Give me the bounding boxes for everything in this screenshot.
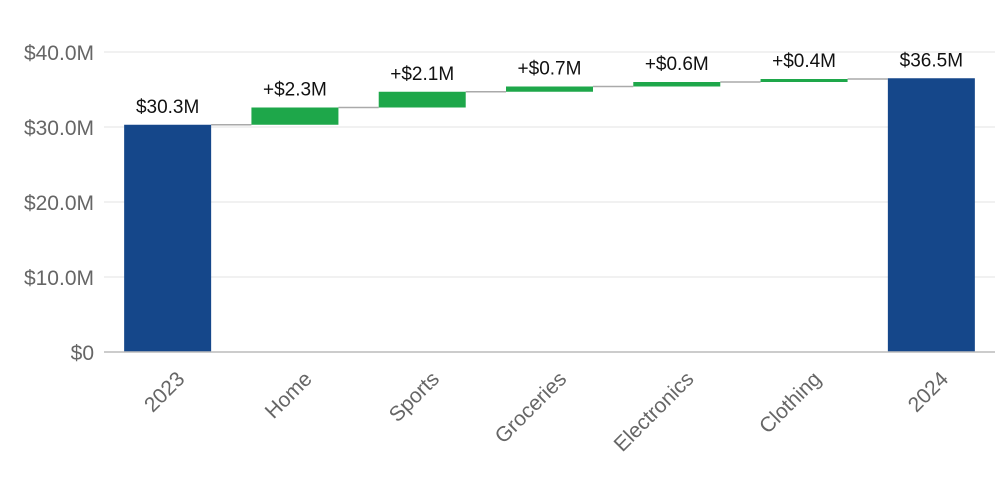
y-tick-label: $30.0M [24, 117, 94, 140]
y-tick-label: $20.0M [24, 192, 94, 215]
y-axis-ticks: $0 $10.0M $20.0M $30.0M $40.0M [24, 42, 94, 365]
data-labels: $30.3M +$2.3M +$2.1M +$0.7M +$0.6M +$0.4M $36.… [136, 50, 963, 118]
bar-groceries [506, 86, 593, 92]
data-label-2023: $30.3M [136, 97, 199, 118]
x-tick-label-groceries: Groceries [491, 367, 572, 448]
grid-lines [104, 51, 995, 278]
x-tick-label-clothing: Clothing [755, 367, 826, 438]
y-tick-label: $10.0M [24, 267, 94, 290]
bar-2024 [887, 78, 975, 352]
data-label-groceries: +$0.7M [518, 59, 582, 80]
bar-2023 [124, 124, 212, 352]
x-tick-label-electronics: Electronics [610, 367, 699, 456]
bar-home [251, 107, 339, 125]
x-tick-label-2023: 2023 [140, 367, 189, 416]
bar-electronics [633, 82, 721, 87]
data-label-clothing: +$0.4M [772, 51, 836, 72]
y-tick-label: $0 [71, 342, 94, 365]
x-tick-label-home: Home [261, 367, 317, 423]
data-label-sports: +$2.1M [390, 64, 454, 85]
connector-lines [211, 78, 888, 126]
bars [124, 78, 975, 352]
x-axis-categories: 2023 Home Sports Groceries Electronics Clothi… [140, 367, 953, 456]
x-tick-label-2024: 2024 [904, 367, 954, 417]
bar-sports [378, 91, 466, 108]
x-tick-label-sports: Sports [385, 367, 444, 426]
data-label-electronics: +$0.6M [645, 54, 709, 75]
data-label-2024: $36.5M [900, 50, 963, 71]
data-label-home: +$2.3M [263, 80, 327, 101]
bar-clothing [760, 79, 848, 82]
y-tick-label: $40.0M [24, 42, 94, 65]
